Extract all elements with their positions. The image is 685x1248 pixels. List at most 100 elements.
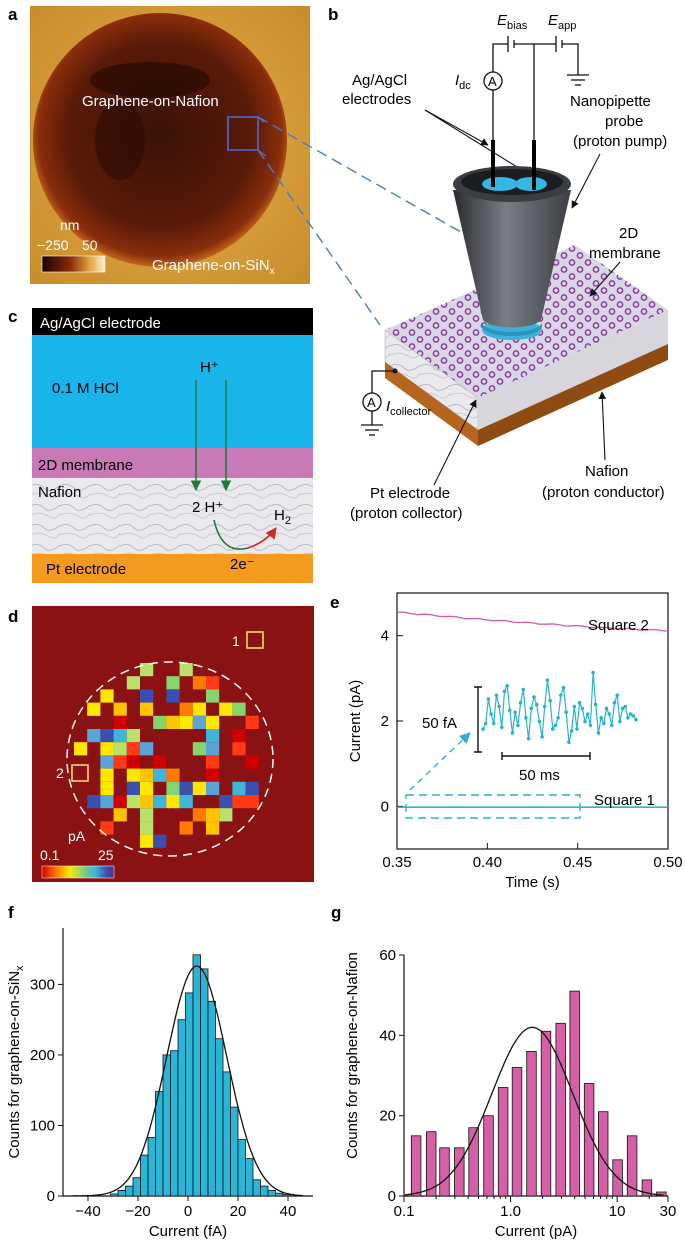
map-pixel (166, 795, 180, 809)
histogram-bar (192, 954, 201, 1197)
inset-trace-point (540, 734, 544, 739)
map-pixel (113, 808, 127, 822)
map-pixel (153, 795, 167, 809)
afm-dark-speckle (90, 62, 210, 180)
electrode-arrow-1 (424, 109, 489, 146)
map-pixel (245, 755, 259, 769)
inset-trace-point (502, 689, 507, 694)
histogram-bar (162, 1054, 171, 1197)
map-pixel (153, 755, 167, 769)
e-app-label: Eapp (548, 12, 576, 32)
y-tick-label: 200 (30, 1047, 55, 1064)
inset-trace-line (482, 672, 637, 743)
histogram-bar (569, 990, 580, 1197)
histogram-bar (215, 1038, 224, 1197)
inset-trace-point (491, 721, 496, 726)
histogram-bar (140, 1154, 149, 1197)
inset-trace-point (513, 710, 517, 714)
afm-label-nafion: Graphene-on-Nafion (82, 93, 219, 110)
map-pixel (126, 742, 140, 756)
zoom-line-bottom (257, 149, 381, 326)
membrane-label-1: 2D (619, 225, 638, 242)
y-tick-label: 100 (30, 1117, 55, 1134)
map-pixel (100, 729, 114, 743)
map-pixel (100, 781, 114, 795)
inset-trace-point (612, 700, 617, 705)
inset-trace-point (618, 719, 622, 724)
inset-trace-point (489, 712, 493, 716)
chart-f: −40 −20 0 20 40 0 100 200 300 Current (fA) Counts … (6, 928, 313, 1240)
afm-scale-max: 50 (82, 237, 98, 253)
x-tick-label: 0.40 (473, 854, 502, 871)
panel-e-letter: e (330, 593, 339, 612)
inset-trace-point (583, 719, 587, 724)
histogram-bar (110, 1193, 119, 1197)
panel-b: b Ebias Eapp A Idc Ag/AgCl electrodes Na… (328, 5, 668, 522)
inset-trace-point (575, 727, 579, 731)
layer-hcl-label: 0.1 M HCl (52, 380, 119, 397)
map-pixel (126, 729, 140, 743)
y-tick-label: 0 (381, 798, 389, 815)
afm-label-sin: Graphene-on-SiNx (152, 257, 275, 277)
map-pixel (206, 729, 220, 743)
lognormal-fit-curve (405, 1026, 664, 1196)
inset-trace-point (588, 723, 593, 728)
inset-zoom-box (405, 794, 581, 819)
current-map-pixels (74, 663, 259, 848)
map-pixel (192, 702, 206, 716)
map-pixel (192, 715, 206, 729)
map-pixel (245, 781, 259, 795)
collector-label: Icollector (386, 398, 431, 418)
idc-label: Idc (455, 72, 471, 92)
inset-trace-point (537, 719, 542, 724)
panel-a-letter: a (8, 5, 18, 24)
inset-trace-point (610, 723, 614, 728)
map-pixel (74, 742, 88, 756)
x-axis-label: Current (fA) (149, 1223, 227, 1240)
histogram-bar (267, 1190, 276, 1197)
map-pixel (179, 715, 193, 729)
map-pixel (87, 702, 101, 716)
pt-front (385, 362, 478, 446)
map-pixel (232, 781, 246, 795)
map-pixel (126, 795, 140, 809)
inset-trace-point (626, 716, 630, 720)
map-max-label: 25 (98, 847, 114, 863)
map-pixel (87, 795, 101, 809)
inset-trace-point (567, 740, 571, 745)
inset-trace-point (569, 729, 574, 733)
histogram-bar (410, 1135, 422, 1197)
x-tick-label: 0 (184, 1203, 192, 1220)
inset-trace-point (532, 695, 536, 699)
inset-trace-point (534, 702, 539, 707)
histogram-bar (641, 1179, 653, 1197)
y-tick-label: 0 (388, 1188, 396, 1205)
map-pixel (153, 715, 167, 729)
panel-a: a Graphene-on-Nafion Graphene-on-SiNx nm… (8, 5, 476, 326)
two-protons-label: 2 H⁺ (192, 499, 223, 516)
map-pixel (219, 808, 233, 822)
map-pixel (113, 729, 127, 743)
layer-membrane (32, 448, 313, 478)
map-pixel (87, 729, 101, 743)
histogram-bar (540, 1030, 552, 1197)
chart-g: 0.1 1.0 10 30 0 20 40 60 Current (pA) Counts for … (344, 947, 676, 1240)
pipette-cone (453, 190, 571, 328)
map-pixel (219, 795, 233, 809)
inset-trace-group (481, 670, 638, 745)
panel-c: c Ag/AgCl electrode 0.1 M HCl H⁺ 2D memb… (8, 307, 313, 583)
probe-label-1: Nanopipette (570, 93, 651, 110)
histogram-bar (526, 1051, 537, 1197)
map-pixel (179, 821, 193, 835)
inset-trace-point (561, 685, 566, 690)
histogram-bar (200, 968, 209, 1197)
y-tick-label: 4 (381, 628, 389, 645)
panel-f-letter: f (8, 903, 14, 922)
inset-trace-point (494, 693, 499, 697)
electrodes-label-2: electrodes (342, 91, 411, 108)
inset-trace-point (545, 678, 550, 682)
probe-label-2: probe (605, 113, 643, 130)
histogram-bar (598, 1111, 609, 1197)
square-2-marker (71, 764, 89, 782)
histogram-bar (454, 1147, 465, 1197)
